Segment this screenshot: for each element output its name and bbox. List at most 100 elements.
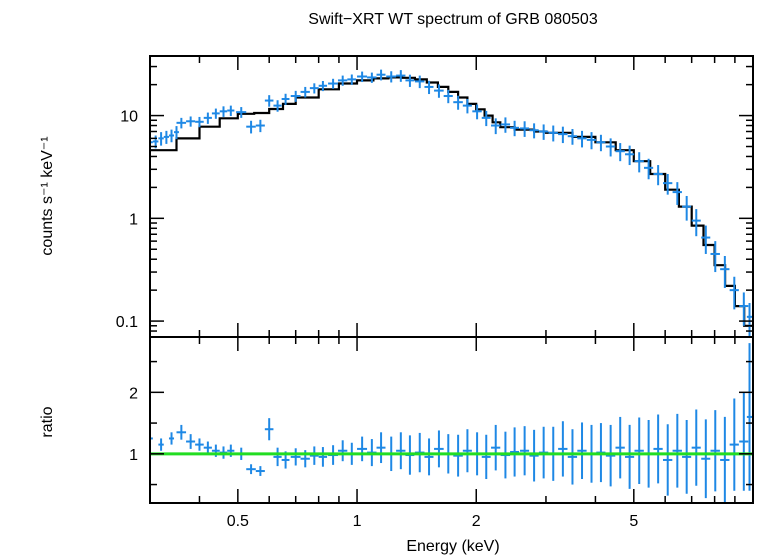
x-tick-label: 1	[353, 513, 362, 530]
spectrum-data-point	[264, 95, 274, 107]
spectrum-data-point	[586, 132, 597, 150]
spectrum-data-point	[567, 129, 578, 145]
model-curve	[150, 76, 753, 327]
ratio-data-point	[701, 419, 711, 499]
ratio-data-point	[746, 343, 753, 491]
spectrum-data-point	[491, 118, 501, 135]
spectrum-data-point	[729, 276, 739, 310]
spectrum-data-point	[328, 78, 338, 89]
spectrum-data-point	[414, 75, 425, 89]
spectrum-data-point	[462, 98, 472, 114]
ratio-data-series	[149, 343, 753, 503]
spectrum-data-point	[596, 134, 606, 152]
spectrum-data-point	[290, 90, 301, 102]
spectrum-data-point	[548, 125, 558, 142]
ratio-data-point	[729, 398, 739, 491]
spectrum-data-point	[255, 119, 265, 133]
ratio-data-point	[605, 424, 616, 487]
ratio-data-point	[290, 448, 301, 466]
ratio-data-point	[510, 427, 520, 477]
spectrum-data-point	[174, 126, 179, 140]
ratio-data-point	[176, 424, 187, 440]
ratio-data-point	[491, 424, 501, 471]
spectrum-data-point	[653, 165, 663, 186]
spectrum-data-point	[605, 138, 616, 157]
spectrum-panel: 0.1 1 10 counts s⁻¹ keV⁻¹	[39, 55, 754, 338]
spectrum-data-point	[739, 292, 749, 326]
spectrum-data-point	[691, 209, 701, 237]
spectrum-data-point	[386, 71, 397, 83]
ratio-data-point	[720, 416, 730, 503]
spectrum-data-point	[203, 112, 212, 124]
spectrum-data-point	[529, 123, 539, 139]
spectrum-data-series	[149, 69, 753, 337]
spectrum-data-point	[367, 72, 377, 83]
ratio-data-point	[203, 441, 212, 454]
ratio-data-point	[453, 434, 463, 477]
spectrum-data-point	[219, 106, 228, 117]
spectrum-data-point	[577, 130, 587, 148]
spectrum-data-point	[643, 158, 654, 180]
spectrum-data-point	[624, 145, 635, 166]
spectrum-y-axis: 0.1 1 10	[116, 65, 753, 338]
spectrum-y-tick-label: 1	[129, 211, 138, 228]
spectrum-data-point	[318, 81, 328, 92]
spectrum-data-point	[347, 74, 357, 85]
ratio-y-axis: 12	[129, 360, 753, 486]
ratio-data-point	[376, 432, 386, 464]
spectrum-data-point	[538, 124, 549, 140]
spectrum-data-point	[634, 152, 644, 173]
spectrum-data-point	[195, 116, 204, 128]
ratio-data-point	[246, 464, 256, 475]
spectrum-data-point	[300, 86, 310, 98]
x-tick-label: 5	[629, 513, 638, 530]
ratio-data-point	[739, 392, 749, 491]
ratio-data-point	[481, 434, 491, 480]
ratio-data-point	[462, 429, 472, 473]
ratio-data-point	[318, 447, 328, 467]
x-axis-label: Energy (keV)	[406, 538, 499, 555]
spectrum-data-point	[273, 100, 282, 112]
spectrum-data-point	[376, 69, 386, 81]
ratio-data-point	[672, 413, 682, 488]
spectrum-y-tick-label: 0.1	[116, 314, 138, 331]
spectrum-data-point	[246, 120, 256, 134]
spectrum-data-point	[211, 108, 220, 119]
ratio-data-point	[168, 432, 175, 445]
spectrum-data-point	[424, 80, 434, 95]
ratio-data-point	[309, 446, 319, 465]
spectrum-data-point	[510, 120, 520, 137]
ratio-data-point	[662, 424, 673, 496]
spectrum-data-point	[227, 105, 235, 117]
model-step-line	[150, 76, 753, 327]
ratio-data-point	[337, 440, 348, 462]
x-tick-label: 2	[472, 513, 481, 530]
ratio-data-point	[710, 410, 720, 492]
spectrum-y-tick-label: 10	[120, 109, 138, 126]
spectrum-data-point	[396, 70, 406, 82]
ratio-data-point	[691, 409, 701, 486]
spectrum-data-point	[682, 195, 692, 221]
spectrum-data-point	[615, 143, 625, 162]
spectrum-data-point	[357, 71, 368, 83]
spectrum-data-point	[746, 302, 753, 337]
ratio-data-point	[195, 438, 204, 451]
spectrum-data-point	[309, 83, 319, 94]
spectrum-data-point	[176, 117, 187, 129]
spectrum-data-point	[672, 182, 682, 205]
ratio-data-point	[653, 414, 663, 484]
ratio-data-point	[529, 429, 539, 482]
ratio-y-tick-label: 2	[129, 385, 138, 402]
ratio-data-point	[615, 416, 625, 479]
spectrum-data-point	[500, 117, 511, 133]
ratio-data-point	[634, 417, 644, 484]
spectrum-data-point	[453, 95, 463, 110]
ratio-data-point	[357, 436, 368, 462]
ratio-data-point	[577, 422, 587, 480]
ratio-x-axis: 0.5 1 2 5	[149, 337, 754, 530]
spectrum-data-point	[163, 130, 169, 144]
spectrum-panel-frame	[149, 55, 754, 338]
spectrum-data-point	[158, 132, 164, 146]
spectrum-data-point	[434, 84, 444, 98]
